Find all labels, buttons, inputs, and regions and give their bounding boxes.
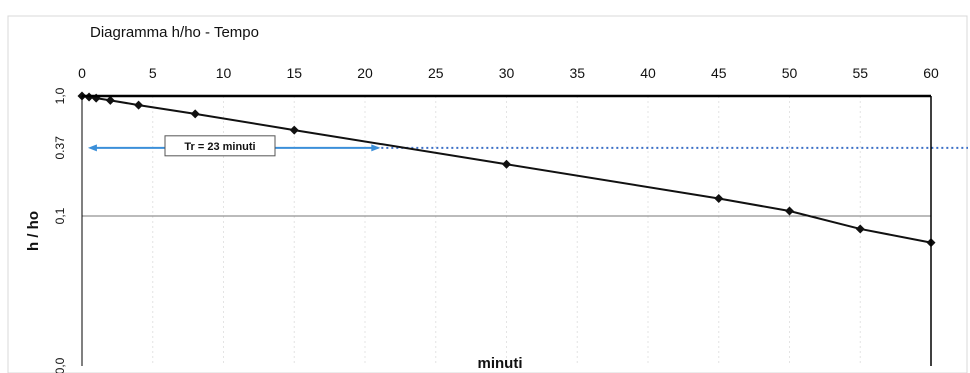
x-tick-label: 60	[923, 65, 939, 81]
data-point-marker	[190, 109, 200, 119]
chart-title: Diagramma h/ho - Tempo	[90, 24, 259, 41]
data-point-marker	[714, 193, 724, 203]
x-tick-label: 25	[428, 65, 444, 81]
y-tick-label: 0,1	[53, 207, 67, 224]
data-point-marker	[855, 224, 865, 234]
x-tick-label: 50	[782, 65, 798, 81]
grid-lines	[82, 96, 931, 366]
annotation-arrowhead-left	[87, 144, 97, 152]
data-series	[77, 91, 936, 248]
x-axis-title: minuti	[478, 355, 523, 372]
x-tick-label: 0	[78, 65, 86, 81]
data-point-marker	[134, 100, 144, 110]
y-tick-label: 0.37	[53, 136, 67, 160]
data-point-marker	[502, 159, 511, 169]
x-tick-label: 45	[711, 65, 727, 81]
x-tick-label: 5	[149, 65, 157, 81]
annotation-arrowhead-right	[371, 144, 381, 152]
annotation-label: Tr = 23 minuti	[184, 141, 255, 153]
data-point-marker	[105, 95, 115, 105]
x-tick-label: 10	[216, 65, 232, 81]
annotation-box	[164, 135, 276, 157]
x-tick-label: 55	[852, 65, 868, 81]
data-point-marker	[289, 125, 299, 135]
y-tick-label: 0,0	[53, 357, 67, 373]
y-tick-label: 1,0	[53, 87, 67, 104]
y-axis-title: h / ho	[25, 211, 42, 251]
x-tick-label: 20	[357, 65, 373, 81]
data-point-marker	[785, 206, 794, 216]
x-tick-label: 35	[569, 65, 585, 81]
y-tick-labels: 1,0 0.37 0,1 0,0	[53, 87, 67, 373]
x-tick-label: 15	[286, 65, 302, 81]
x-tick-labels: 0 5 10 15 20 25 30 35 40 45 50 55 60	[78, 65, 939, 81]
x-tick-label: 30	[499, 65, 515, 81]
annotation-group: Tr = 23 minuti	[87, 135, 381, 157]
x-tick-label: 40	[640, 65, 656, 81]
